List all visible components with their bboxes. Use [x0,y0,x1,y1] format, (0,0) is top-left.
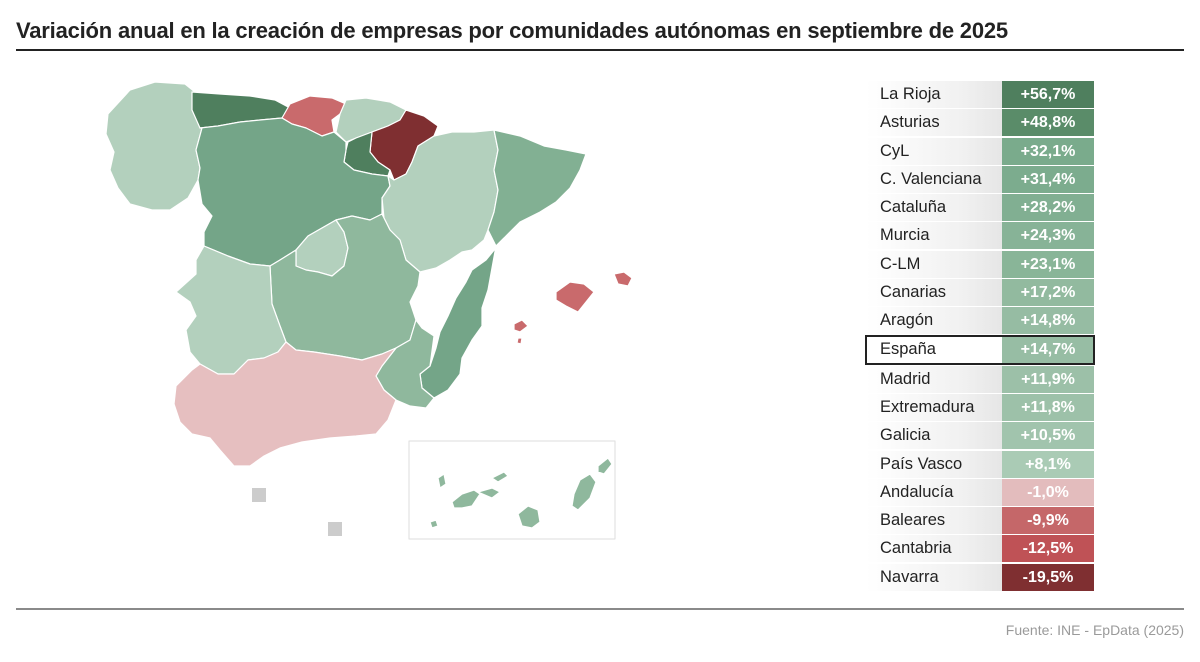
ranking-row: Cataluña +28,2% [866,194,1094,222]
ranking-region-name: Baleares [866,507,1002,535]
title-rule [16,49,1184,51]
ranking-value: +23,1% [1002,250,1094,278]
ranking-row: Canarias +17,2% [866,279,1094,307]
ranking-region-name: Extremadura [866,393,1002,421]
source-note: Fuente: INE - EpData (2025) [1005,622,1184,638]
ranking-value: -19,5% [1002,563,1094,591]
ranking-row: Galicia +10,5% [866,422,1094,450]
ranking-value: +24,3% [1002,222,1094,250]
ranking-value: +8,1% [1002,450,1094,478]
ranking-row: País Vasco +8,1% [866,450,1094,478]
region-ceuta[interactable] [252,488,266,502]
ranking-row: Cantabria -12,5% [866,535,1094,563]
ranking-region-name: País Vasco [866,450,1002,478]
footer-rule [16,608,1184,610]
ranking-row: Baleares -9,9% [866,507,1094,535]
chart-title: Variación anual en la creación de empres… [16,18,1008,43]
ranking-region-name: Cantabria [866,535,1002,563]
ranking-row: Navarra -19,5% [866,563,1094,591]
region-melilla[interactable] [328,522,342,536]
ranking-value: +48,8% [1002,109,1094,137]
ranking-region-name: Canarias [866,279,1002,307]
ranking-row: C-LM +23,1% [866,250,1094,278]
ranking-region-name: Aragón [866,307,1002,335]
region-canarias[interactable] [429,457,613,529]
ranking-row: Extremadura +11,8% [866,393,1094,421]
ranking-region-name: La Rioja [866,81,1002,108]
ranking-value: +14,7% [1002,335,1094,364]
region-andalucia[interactable] [173,341,397,467]
ranking-value: +10,5% [1002,422,1094,450]
ranking-row: Madrid +11,9% [866,365,1094,393]
ranking-value: +11,9% [1002,365,1094,393]
ranking-region-name: Cataluña [866,194,1002,222]
ranking-value: +17,2% [1002,279,1094,307]
ranking-value: -12,5% [1002,535,1094,563]
ranking-value: +31,4% [1002,165,1094,193]
ranking-value: -1,0% [1002,478,1094,506]
ranking-region-name: C. Valenciana [866,165,1002,193]
ranking-row: Andalucía -1,0% [866,478,1094,506]
ranking-value: +32,1% [1002,137,1094,165]
ranking-value: +56,7% [1002,81,1094,108]
ranking-value: -9,9% [1002,507,1094,535]
ranking-region-name: Murcia [866,222,1002,250]
ranking-value: +28,2% [1002,194,1094,222]
ranking-region-name: C-LM [866,250,1002,278]
canarias-inset-frame [408,440,616,540]
ranking-value: +11,8% [1002,393,1094,421]
ranking-row: Aragón +14,8% [866,307,1094,335]
ranking-region-name: España [866,335,1002,364]
ranking-table: La Rioja +56,7% Asturias +48,8% CyL +32,1% C. … [865,81,1095,592]
ranking-region-name: Andalucía [866,478,1002,506]
ranking-row: Murcia +24,3% [866,222,1094,250]
ranking-value: +14,8% [1002,307,1094,335]
ranking-region-name: Asturias [866,109,1002,137]
ranking-row: La Rioja +56,7% [866,81,1094,108]
spain-map [105,81,633,540]
ranking-row: C. Valenciana +31,4% [866,165,1094,193]
ranking-row: España +14,7% [865,334,1095,365]
ranking-region-name: Navarra [866,563,1002,591]
region-baleares[interactable] [513,271,633,345]
ranking-region-name: Galicia [866,422,1002,450]
region-cataluna[interactable] [487,129,587,247]
ranking-row: CyL +32,1% [866,137,1094,165]
ranking-region-name: CyL [866,137,1002,165]
ranking-region-name: Madrid [866,365,1002,393]
ranking-row: Asturias +48,8% [866,109,1094,137]
region-galicia[interactable] [105,81,203,211]
